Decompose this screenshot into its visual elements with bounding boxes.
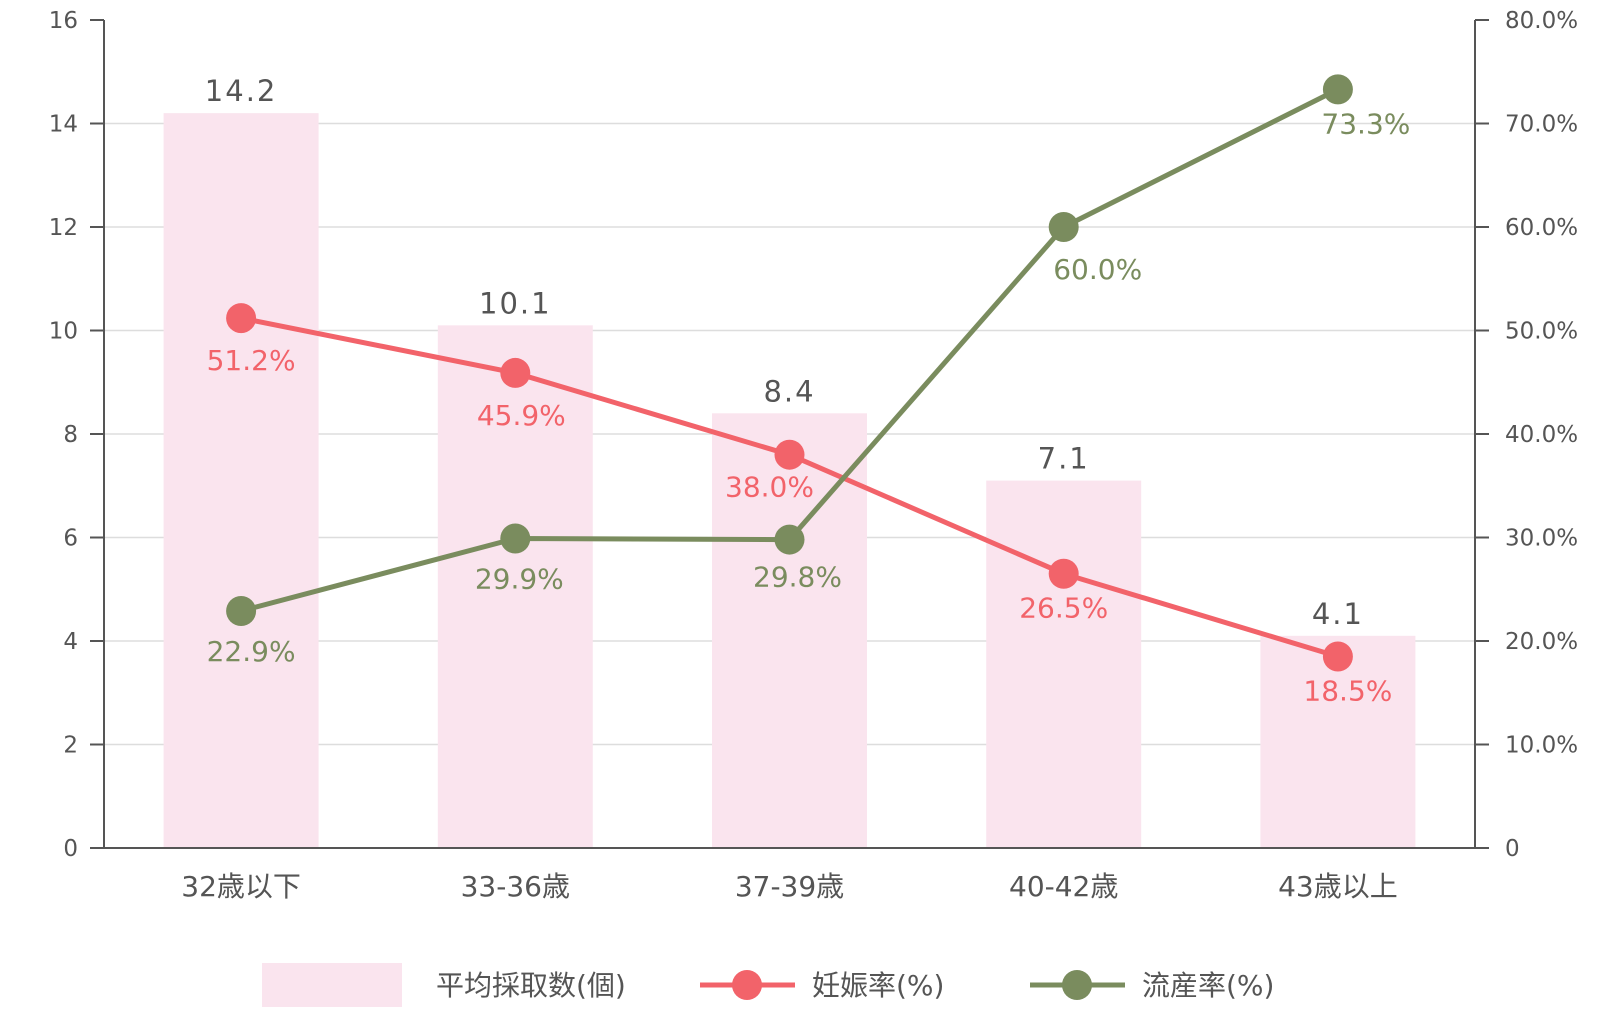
left-tick-label: 8 (63, 422, 78, 448)
bar-value-label: 8.4 (763, 374, 815, 408)
right-tick-label: 60.0% (1505, 215, 1578, 241)
point-value-label: 60.0% (1053, 253, 1142, 286)
bar-value-label: 10.1 (479, 286, 552, 320)
legend: 平均採取数(個) 妊娠率(%) 流産率(%) (262, 963, 1274, 1007)
point-value-label: 45.9% (477, 399, 566, 432)
right-tick-label: 10.0% (1505, 733, 1578, 759)
left-tick-label: 2 (63, 733, 78, 759)
point-value-label: 73.3% (1321, 107, 1410, 140)
legend-label: 妊娠率(%) (812, 969, 944, 1002)
point-value-label: 51.2% (207, 344, 296, 377)
left-tick-label: 4 (63, 629, 78, 655)
right-tick-label: 20.0% (1505, 629, 1578, 655)
bar (437, 325, 593, 848)
point-value-label: 38.0% (725, 471, 814, 504)
point-value-label: 18.5% (1303, 675, 1392, 708)
data-point (774, 439, 805, 470)
axes: 0 2 4 6 8 10 12 14 16 0 10.0% 20.0% 30.0% 40.0% 50.0% 6… (49, 8, 1578, 903)
data-point (1048, 212, 1079, 242)
right-tick-label: 0 (1505, 836, 1520, 862)
x-tick-label: 32歳以下 (181, 870, 301, 903)
x-tick-label: 33-36歳 (461, 870, 570, 903)
data-point (500, 523, 531, 554)
bar (163, 113, 319, 848)
legend-swatch-marker (732, 970, 762, 1000)
bar-value-label: 7.1 (1038, 442, 1090, 476)
data-labels: 14.2 10.1 8.4 7.1 4.1 51.2% 45.9% 38.0% 26.5% 18.… (205, 74, 1411, 707)
x-tick-label: 43歳以上 (1278, 870, 1398, 903)
left-tick-label: 14 (49, 112, 78, 138)
data-point (1322, 74, 1353, 105)
right-tick-label: 40.0% (1505, 422, 1578, 448)
left-tick-label: 16 (49, 8, 78, 34)
bar (986, 480, 1142, 848)
point-value-label: 26.5% (1019, 592, 1108, 625)
data-point (500, 357, 531, 388)
bar (712, 413, 867, 848)
x-tick-label: 40-42歳 (1009, 870, 1118, 903)
line-series (226, 74, 1353, 672)
point-value-label: 22.9% (207, 635, 296, 668)
legend-swatch-bar (262, 963, 402, 1007)
x-tick-label: 37-39歳 (735, 870, 844, 903)
data-point (226, 595, 257, 626)
data-point (226, 303, 257, 334)
bar-series (163, 113, 1416, 848)
right-tick-label: 50.0% (1505, 319, 1578, 345)
left-tick-label: 6 (63, 526, 78, 552)
bar-value-label: 14.2 (205, 74, 278, 108)
legend-label: 流産率(%) (1142, 969, 1274, 1002)
left-tick-label: 0 (63, 836, 78, 862)
data-point (774, 524, 805, 555)
right-tick-label: 30.0% (1505, 526, 1578, 552)
data-point (1048, 558, 1079, 589)
left-tick-label: 10 (49, 319, 78, 345)
point-value-label: 29.8% (753, 561, 842, 594)
data-point (1322, 641, 1353, 672)
legend-label: 平均採取数(個) (436, 969, 626, 1002)
right-tick-label: 70.0% (1505, 112, 1578, 138)
legend-swatch-marker (1062, 970, 1092, 1000)
left-tick-label: 12 (49, 215, 78, 241)
bar-value-label: 4.1 (1312, 597, 1364, 631)
right-tick-label: 80.0% (1505, 8, 1578, 34)
point-value-label: 29.9% (475, 563, 564, 596)
